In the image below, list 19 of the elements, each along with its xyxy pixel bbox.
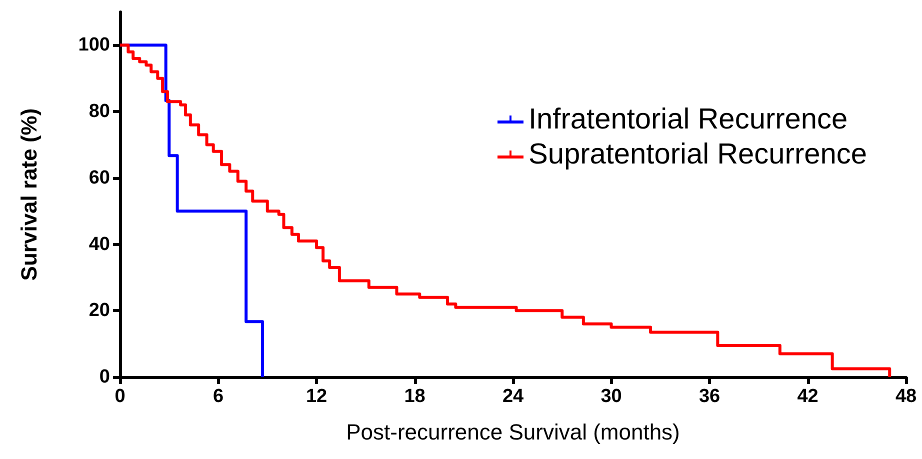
y-tick-label: 80 [88, 101, 110, 122]
x-tick-label: 36 [698, 386, 720, 407]
x-tick-label: 30 [600, 386, 622, 407]
y-tick-label: 100 [78, 34, 110, 56]
y-axis-title: Survival rate (%) [16, 108, 42, 281]
y-tick-label: 60 [88, 167, 110, 188]
x-tick-label: 24 [502, 386, 524, 407]
x-tick-label: 0 [114, 386, 126, 407]
x-tick-label: 6 [212, 386, 224, 407]
x-tick-label: 18 [404, 386, 426, 407]
x-axis-title: Post-recurrence Survival (months) [346, 420, 680, 444]
legend-label: Infratentorial Recurrence [528, 104, 848, 136]
legend-label: Supratentorial Recurrence [528, 138, 868, 170]
y-tick-label: 0 [99, 366, 110, 388]
x-tick-label: 48 [895, 386, 917, 407]
y-tick-label: 40 [88, 234, 110, 255]
x-tick-label: 42 [797, 386, 818, 407]
x-tick-label: 12 [306, 386, 328, 407]
y-tick-label: 20 [88, 300, 110, 322]
